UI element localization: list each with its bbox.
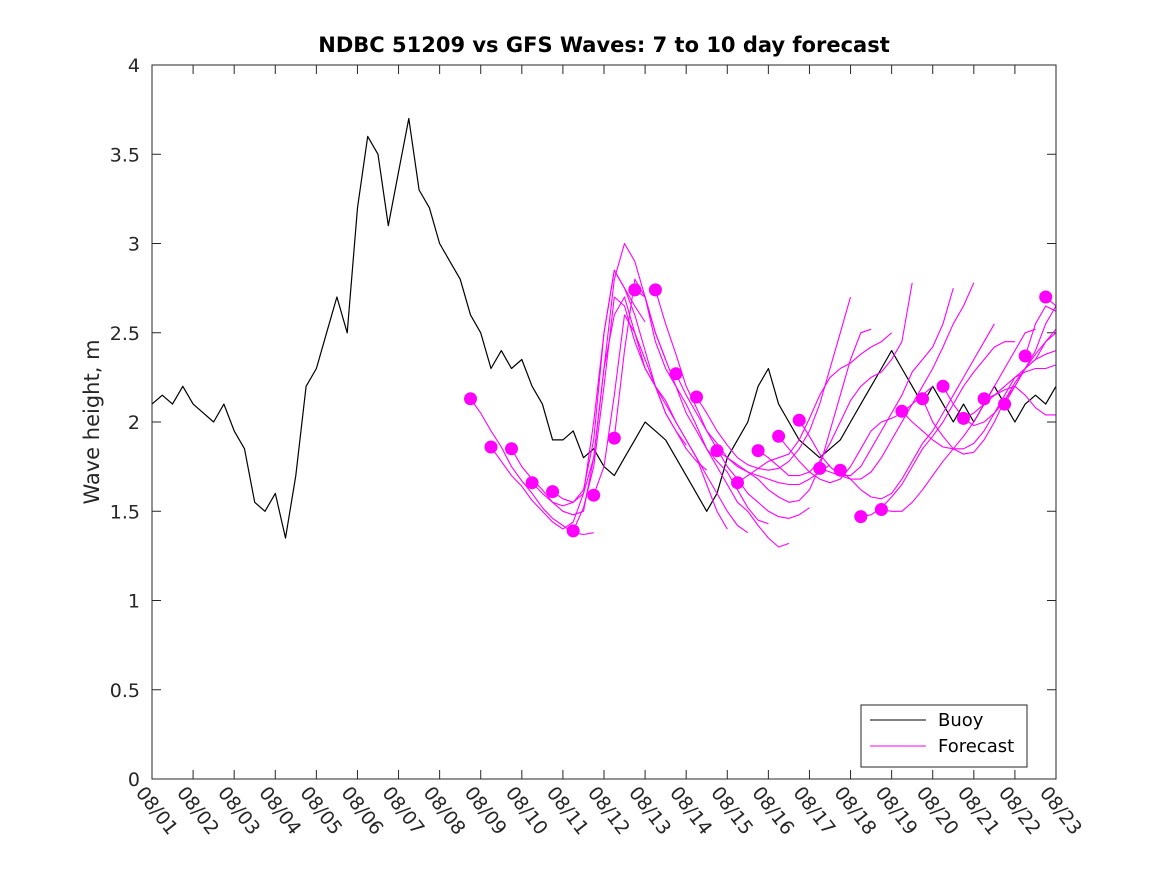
forecast-marker (792, 413, 806, 427)
forecast-markers (464, 283, 1053, 538)
forecast-line (634, 289, 790, 548)
forecast-marker (1018, 349, 1032, 363)
forecast-marker (1039, 290, 1053, 304)
forecast-line (839, 323, 995, 500)
forecast-marker (895, 404, 909, 418)
y-axis: 0 0.5 1 1.5 2 2.5 3 3.5 4 (110, 55, 1056, 791)
forecast-line (757, 282, 913, 477)
y-tick-label: 1.5 (110, 501, 140, 523)
forecast-marker (874, 503, 888, 516)
plot-frame (151, 64, 1057, 780)
forecast-marker (546, 485, 560, 499)
plot-area (152, 65, 1056, 779)
forecast-line (675, 373, 831, 486)
forecast-line (819, 282, 975, 480)
y-tick-label: 0 (128, 769, 140, 791)
forecast-line (593, 314, 749, 534)
y-tick-label: 1 (128, 591, 140, 613)
forecast-marker (648, 283, 662, 297)
forecast-marker (833, 463, 847, 477)
y-tick-label: 2 (128, 412, 140, 434)
forecast-marker (628, 283, 642, 297)
forecast-line (798, 287, 954, 477)
forecast-line (881, 328, 1036, 512)
forecast-marker (710, 444, 724, 458)
y-tick-label: 0.5 (110, 680, 140, 702)
forecast-marker (957, 411, 970, 425)
forecast-marker (936, 379, 950, 393)
forecast-marker (505, 442, 518, 456)
forecast-line (963, 364, 1057, 419)
chart-title: NDBC 51209 vs GFS Waves: 7 to 10 day for… (318, 33, 889, 57)
legend-forecast-label: Forecast (938, 736, 1014, 757)
y-tick-label: 2.5 (110, 323, 140, 345)
forecast-marker (854, 510, 868, 524)
y-tick-label: 3.5 (110, 144, 140, 166)
forecast-line (921, 350, 1057, 455)
forecast-marker (998, 397, 1012, 411)
forecast-line (737, 332, 892, 484)
forecast-marker (751, 444, 765, 458)
forecast-marker (669, 367, 683, 381)
forecast-line (716, 328, 872, 503)
y-axis-label: Wave height, m (80, 339, 104, 504)
forecast-marker (916, 392, 929, 406)
forecast-marker (587, 488, 601, 502)
forecast-marker (690, 390, 703, 404)
forecast-marker (813, 461, 827, 475)
y-tick-label: 4 (128, 55, 140, 77)
y-tick-label: 3 (128, 234, 140, 256)
forecast-marker (464, 392, 477, 406)
forecast-marker (772, 429, 786, 443)
legend-buoy-label: Buoy (938, 710, 984, 731)
forecast-marker (525, 476, 539, 490)
forecast-marker (731, 476, 744, 490)
forecast-marker (977, 392, 991, 406)
forecast-line (983, 385, 1056, 416)
forecast-marker (566, 524, 580, 538)
legend-box (860, 704, 1028, 768)
forecast-marker (484, 440, 498, 454)
forecast-line (1024, 305, 1057, 357)
forecast-marker (607, 431, 621, 445)
legend: Buoy Forecast (860, 704, 1028, 768)
